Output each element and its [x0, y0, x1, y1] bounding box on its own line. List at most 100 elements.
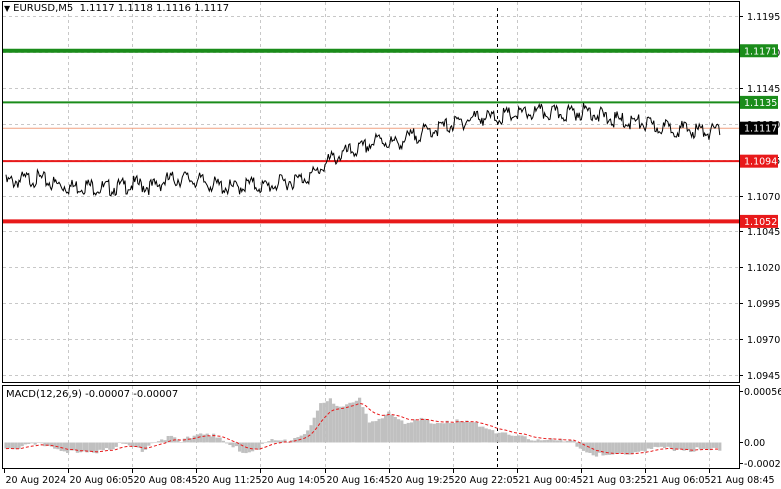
histogram-bar — [718, 442, 722, 451]
histogram-bar — [650, 442, 654, 449]
histogram-bar — [384, 414, 388, 443]
macd-y-tick-label: 0.00 — [744, 438, 765, 449]
x-tick-label: 20 Aug 08:45 — [134, 475, 198, 486]
histogram-bar — [581, 442, 586, 451]
histogram-bar — [212, 433, 216, 443]
level-label-box — [740, 214, 778, 228]
histogram-bar — [208, 436, 212, 443]
histogram-bar — [471, 422, 475, 443]
histogram-bar — [361, 407, 365, 443]
histogram-bar — [633, 442, 637, 453]
histogram-bar — [62, 442, 66, 452]
histogram-bar — [656, 442, 660, 448]
level-labels: 1.1171 1.1135 1.1094 1.1052 1.1117 — [740, 44, 778, 228]
histogram-bar — [643, 442, 647, 452]
histogram-bar — [215, 437, 219, 443]
histogram-bar — [20, 442, 24, 447]
current-price-box — [740, 121, 778, 135]
x-tick-label: 20 Aug 22:05 — [455, 475, 519, 486]
histogram-bar — [497, 432, 501, 443]
histogram-bar — [4, 442, 8, 449]
x-tick-label: 20 Aug 16:45 — [327, 475, 391, 486]
histogram-bar — [238, 442, 242, 452]
histogram-bar — [140, 442, 144, 452]
histogram-bar — [520, 435, 524, 443]
histogram-bar — [426, 420, 430, 443]
symbol-label: EURUSD,M5 — [13, 3, 74, 14]
histogram-bar — [7, 442, 11, 449]
histogram-bar — [484, 428, 488, 443]
histogram-bar — [435, 422, 440, 443]
histogram-bar — [322, 402, 326, 443]
histogram-bar — [507, 434, 511, 443]
histogram-bar — [182, 438, 186, 443]
current-price-text: 1.1117 — [744, 124, 777, 135]
histogram-bar — [218, 437, 222, 443]
histogram-bar — [461, 422, 466, 443]
histogram-bar — [176, 439, 180, 443]
histogram-bar — [309, 425, 313, 443]
histogram-bar — [348, 402, 352, 443]
histogram-bar — [669, 442, 673, 449]
histogram-bar — [588, 442, 592, 453]
macd-title: MACD(12,26,9) -0.00007 -0.00007 — [6, 389, 179, 400]
histogram-bar — [36, 442, 40, 443]
histogram-bar — [328, 398, 332, 443]
histogram-bar — [130, 442, 135, 447]
histogram-bar — [685, 442, 689, 450]
histogram-bar — [273, 440, 277, 443]
histogram-bar — [397, 419, 401, 443]
histogram-bar — [111, 442, 115, 450]
y-tick-label: 1.0995 — [747, 299, 780, 310]
histogram-bar — [195, 434, 199, 443]
histogram-bar — [416, 420, 420, 443]
y-tick-label: 1.1195 — [747, 12, 780, 23]
histogram-bar — [27, 442, 31, 444]
histogram-bar — [491, 430, 495, 443]
histogram-bar — [565, 440, 569, 443]
histogram-bar — [419, 417, 423, 443]
levels-layer[interactable] — [3, 48, 739, 224]
time-axis[interactable]: 20 Aug 2024 20 Aug 06:05 20 Aug 08:45 20 Au… — [4, 469, 775, 486]
histogram-bar — [225, 442, 229, 444]
level-label-text: 1.1052 — [744, 217, 777, 228]
histogram-bar — [689, 442, 693, 452]
x-tick-label: 20 Aug 2024 — [6, 475, 67, 486]
histogram-bar — [614, 442, 618, 454]
macd-axis[interactable]: 0.00056 0.00 -0.00023 — [739, 387, 781, 470]
histogram-bar — [30, 442, 34, 444]
histogram-bar — [575, 442, 579, 447]
histogram-bar — [371, 421, 375, 443]
histogram-bar — [711, 442, 715, 448]
histogram-bar — [53, 442, 57, 449]
histogram-bar — [98, 442, 102, 450]
histogram-bar — [179, 442, 183, 443]
level-label-box — [740, 95, 778, 109]
histogram-bar — [530, 440, 534, 443]
histogram-bar — [33, 442, 37, 445]
histogram-bar — [640, 442, 644, 451]
histogram-bar — [390, 414, 394, 443]
histogram-bar — [429, 423, 433, 443]
histogram-bar — [543, 440, 547, 443]
histogram-bar — [653, 442, 657, 447]
histogram-bar — [147, 442, 151, 446]
x-tick-label: 21 Aug 08:45 — [711, 475, 775, 486]
level-label-box — [740, 44, 778, 58]
macd-histogram — [4, 397, 722, 457]
histogram-bar — [523, 436, 527, 443]
x-tick-label: 20 Aug 11:25 — [198, 475, 262, 486]
x-tick-label: 20 Aug 06:05 — [70, 475, 134, 486]
histogram-bar — [241, 442, 245, 453]
histogram-bar — [445, 420, 449, 443]
macd-pane-frame — [2, 385, 740, 469]
histogram-bar — [517, 435, 521, 443]
histogram-bar — [568, 440, 573, 443]
dropdown-triangle-icon[interactable]: ▼ — [4, 4, 11, 13]
histogram-bar — [617, 442, 621, 454]
histogram-bar — [705, 442, 709, 449]
histogram-bar — [134, 442, 138, 447]
histogram-bar — [260, 442, 264, 444]
price-series-line — [5, 102, 721, 197]
